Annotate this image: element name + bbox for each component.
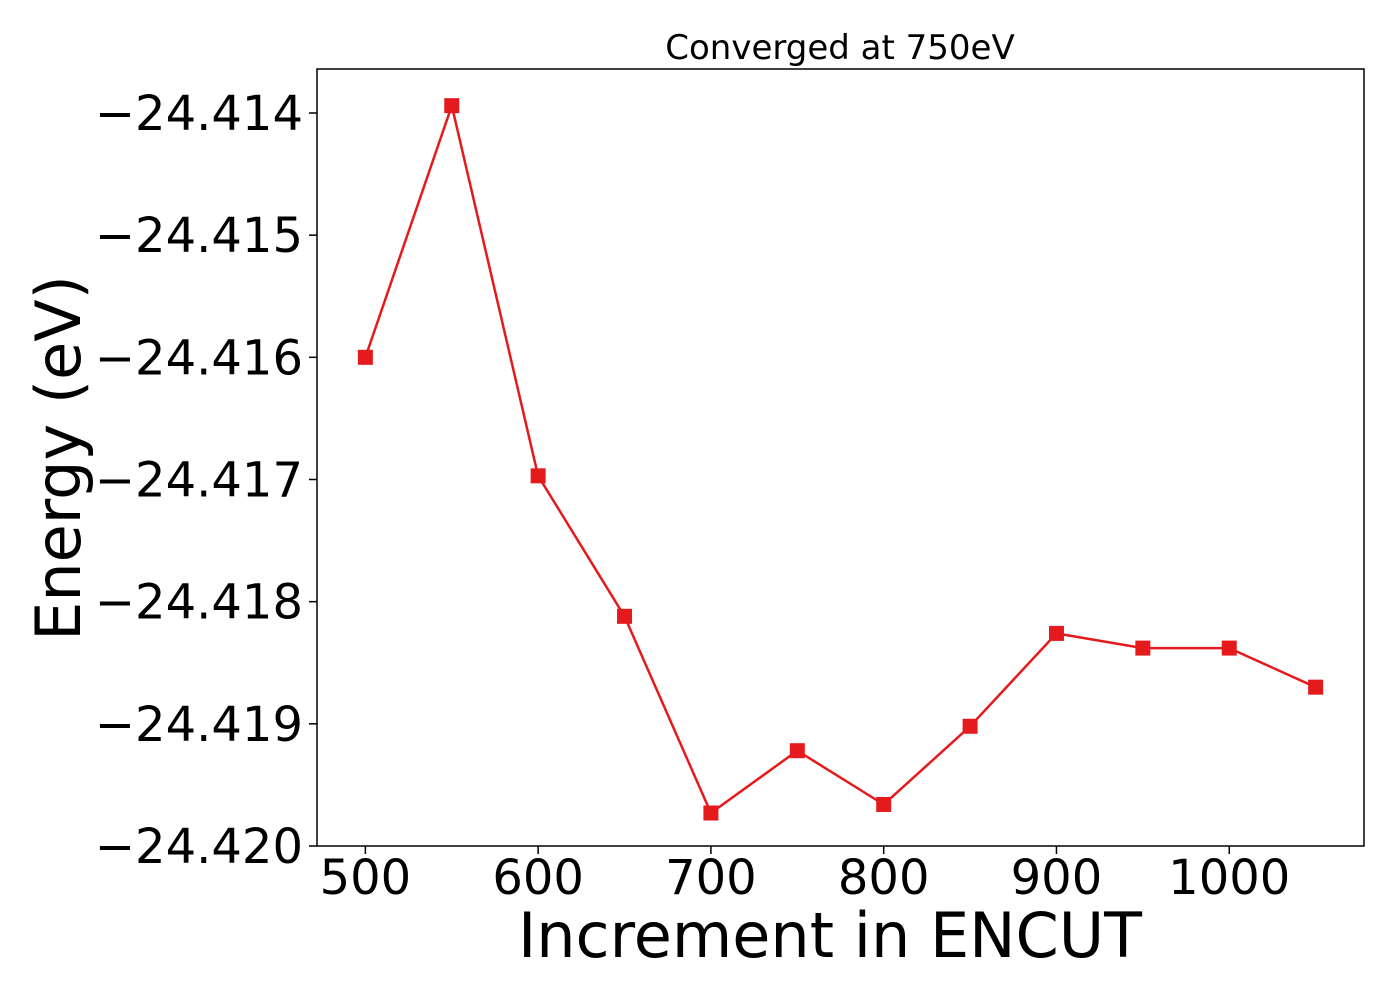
y-tick-label: −24.419 (95, 697, 303, 753)
data-point (357, 349, 373, 365)
y-tick-label: −24.418 (95, 575, 303, 631)
x-tick-label: 700 (665, 850, 757, 906)
data-point (1135, 640, 1151, 656)
x-tick-label: 500 (320, 850, 412, 906)
series-line (364, 104, 1317, 815)
data-point (1048, 625, 1064, 641)
y-axis: −24.414 −24.415 −24.416 −24.417 −24.418 −24.4… (95, 86, 317, 875)
data-point (617, 608, 633, 624)
data-point (703, 805, 719, 821)
data-point (530, 468, 546, 484)
plot-frame (316, 68, 1365, 847)
x-axis-label: Increment in ENCUT (518, 899, 1143, 972)
data-point (1308, 679, 1324, 695)
x-tick-label: 800 (838, 850, 930, 906)
data-point (962, 718, 978, 734)
y-tick-label: −24.416 (95, 330, 303, 386)
data-point (789, 743, 805, 759)
data-point (444, 98, 460, 114)
y-tick-label: −24.415 (95, 208, 303, 264)
chart-title: Converged at 750eV (665, 28, 1014, 68)
x-axis: 500 600 700 800 900 1000 (320, 846, 1290, 906)
data-point (1221, 640, 1237, 656)
y-tick-label: −24.414 (95, 86, 303, 142)
data-series (357, 98, 1324, 821)
y-axis-label: Energy (eV) (22, 275, 95, 641)
x-tick-label: 900 (1011, 850, 1103, 906)
y-tick-label: −24.420 (95, 819, 303, 875)
x-tick-label: 1000 (1168, 850, 1290, 906)
y-tick-label: −24.417 (95, 452, 303, 508)
x-tick-label: 600 (492, 850, 584, 906)
data-point (876, 796, 892, 812)
